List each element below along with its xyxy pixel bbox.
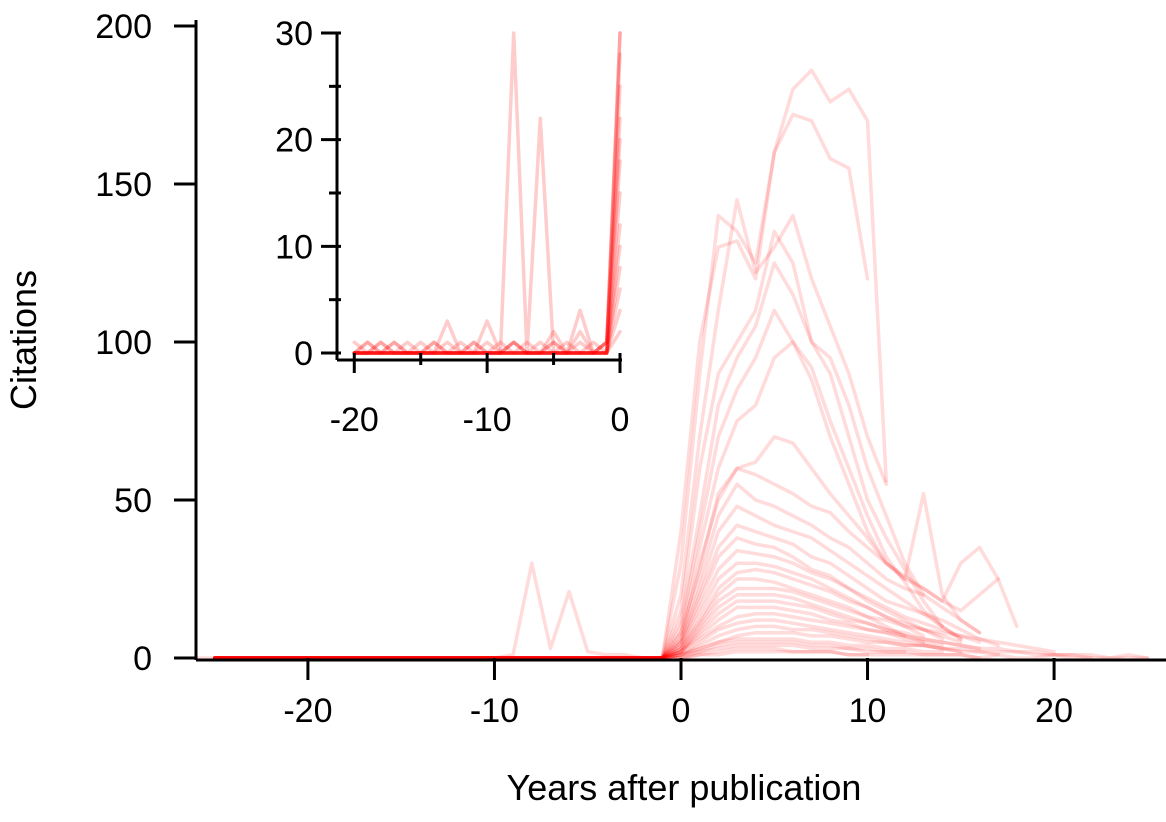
main-x-tick-label: -10 — [470, 692, 519, 730]
main-series-line-27 — [212, 643, 982, 660]
main-series-line-4 — [212, 261, 944, 660]
main-x-tick-label: -20 — [283, 692, 332, 730]
main-series-line-6 — [212, 340, 982, 660]
x-axis-title: Years after publication — [507, 767, 862, 808]
main-series-line-26 — [212, 640, 907, 660]
inset-y-tick-label: 20 — [275, 122, 313, 160]
main-series-line-22 — [212, 618, 963, 660]
inset-series-line-3 — [352, 84, 622, 355]
main-x-tick-label: 20 — [1035, 692, 1073, 730]
inset-plot: -20 -10 0 0 10 20 30 — [275, 15, 629, 439]
inset-y-tick-label: 0 — [294, 335, 313, 373]
main-series-line-11 — [212, 523, 1000, 660]
inset-y-tick-label: 10 — [275, 228, 313, 266]
inset-x-tick-label: 0 — [611, 401, 630, 439]
main-series-line-23 — [212, 624, 1000, 660]
main-series-line-21 — [212, 612, 1094, 660]
main-series-line-5 — [212, 308, 963, 660]
main-series-group — [194, 68, 1150, 660]
main-series-line-0 — [194, 68, 888, 660]
main-series-line-15 — [212, 567, 963, 660]
inset-x-tick-label: -10 — [463, 401, 512, 439]
main-series-line-17 — [212, 586, 1056, 660]
inset-background — [338, 25, 628, 360]
main-series-line-2 — [212, 198, 888, 660]
main-series-line-1 — [212, 112, 870, 660]
main-y-tick-label: 100 — [95, 324, 152, 362]
main-x-tick-label: 0 — [672, 692, 691, 730]
main-series-line-29 — [212, 649, 1150, 660]
main-series-line-19 — [212, 599, 982, 660]
main-series-line-7 — [212, 435, 1019, 660]
y-axis-title: Citations — [3, 270, 44, 410]
main-series-line-28 — [212, 646, 870, 660]
main-series-line-16 — [212, 577, 907, 660]
main-series-line-9 — [212, 482, 982, 660]
main-x-tick-label: 10 — [849, 692, 887, 730]
main-y-tick-label: 0 — [133, 640, 152, 678]
main-series-line-18 — [212, 593, 944, 660]
main-y-tick-label: 150 — [95, 166, 152, 204]
inset-series-line-1 — [352, 31, 622, 355]
main-series-line-25 — [212, 637, 944, 660]
main-series-line-8 — [212, 466, 1000, 660]
inset-y-tick-label: 30 — [275, 15, 313, 53]
main-series-line-24 — [212, 630, 1150, 660]
main-y-tick-label: 50 — [114, 482, 152, 520]
main-series-line-14 — [212, 561, 926, 660]
main-series-line-3 — [212, 229, 926, 660]
inset-x-tick-label: -20 — [330, 401, 379, 439]
main-y-tick-label: 200 — [95, 8, 152, 46]
main-series-line-12 — [212, 536, 944, 660]
inset-ticks: -20 -10 0 0 10 20 30 — [275, 15, 629, 439]
main-series-line-10 — [212, 504, 963, 660]
main-series-line-13 — [212, 548, 982, 660]
main-series-line-20 — [212, 605, 926, 660]
